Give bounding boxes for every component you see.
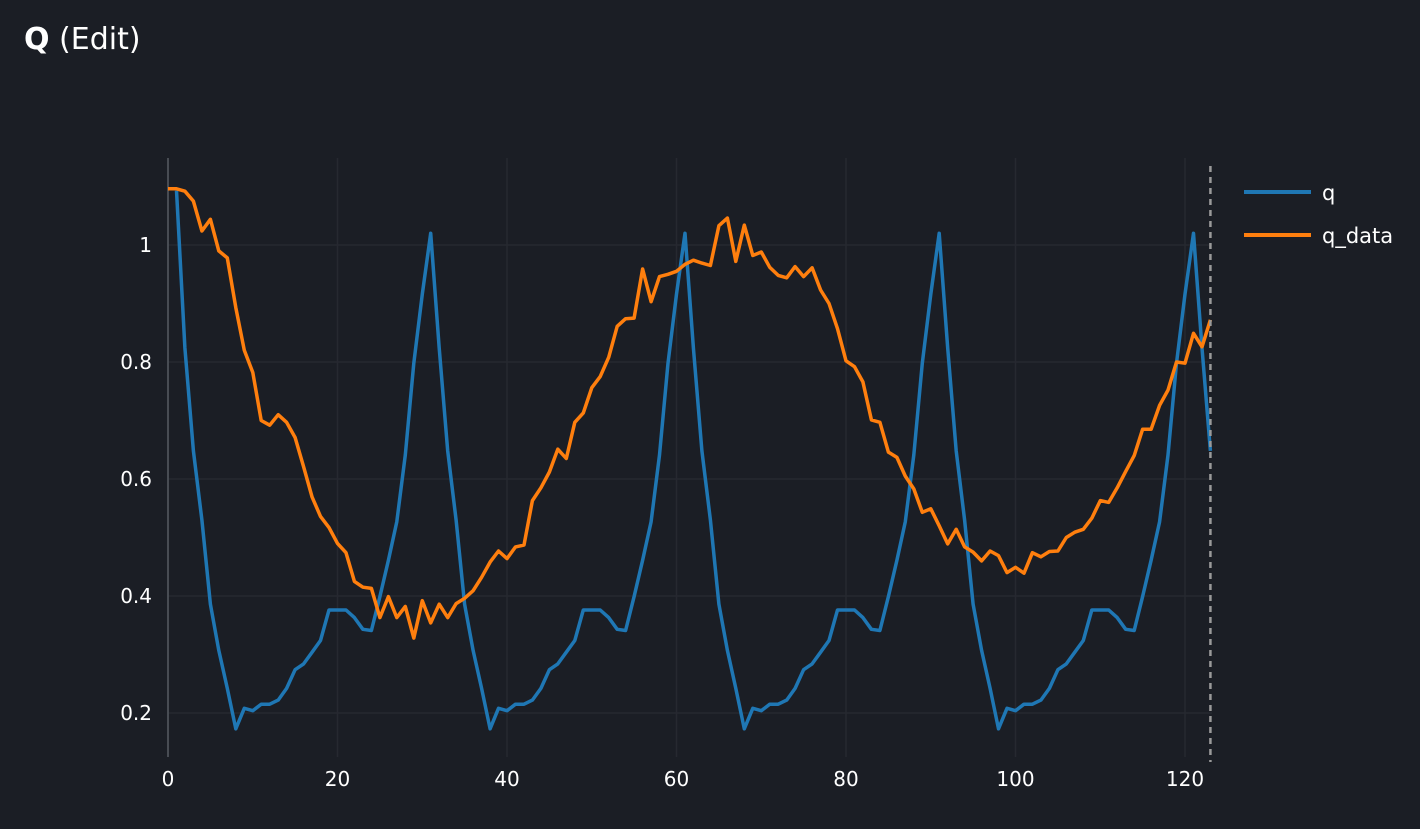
chart-title-mode: (Edit) [49,22,141,57]
y-tick-label: 1 [139,233,152,257]
axis-ticks: 0 20 40 60 80 100 120 0.2 0.4 0.6 0.8 1 [120,233,1204,791]
y-tick-label: 0.4 [120,584,152,608]
legend-label: q_data [1322,224,1393,249]
legend[interactable]: q q_data [1244,181,1393,249]
grid [167,158,1212,757]
x-tick-label: 0 [162,767,175,791]
series-lines [168,187,1213,731]
legend-item-q-data[interactable]: q_data [1244,224,1393,249]
chart-title-name: Q [24,22,50,57]
x-tick-label: 120 [1166,767,1204,791]
series-line-q [174,190,1213,731]
y-tick-label: 0.2 [120,701,152,725]
x-tick-label: 40 [494,767,519,791]
x-tick-label: 100 [996,767,1034,791]
x-tick-label: 20 [325,767,350,791]
y-tick-label: 0.6 [120,467,152,491]
x-tick-label: 80 [833,767,858,791]
series-line-q-data [168,187,1213,640]
chart-title: Q (Edit) [24,22,141,57]
x-tick-label: 60 [664,767,689,791]
legend-label: q [1322,181,1335,205]
y-tick-label: 0.8 [120,350,152,374]
legend-item-q[interactable]: q [1244,181,1335,205]
